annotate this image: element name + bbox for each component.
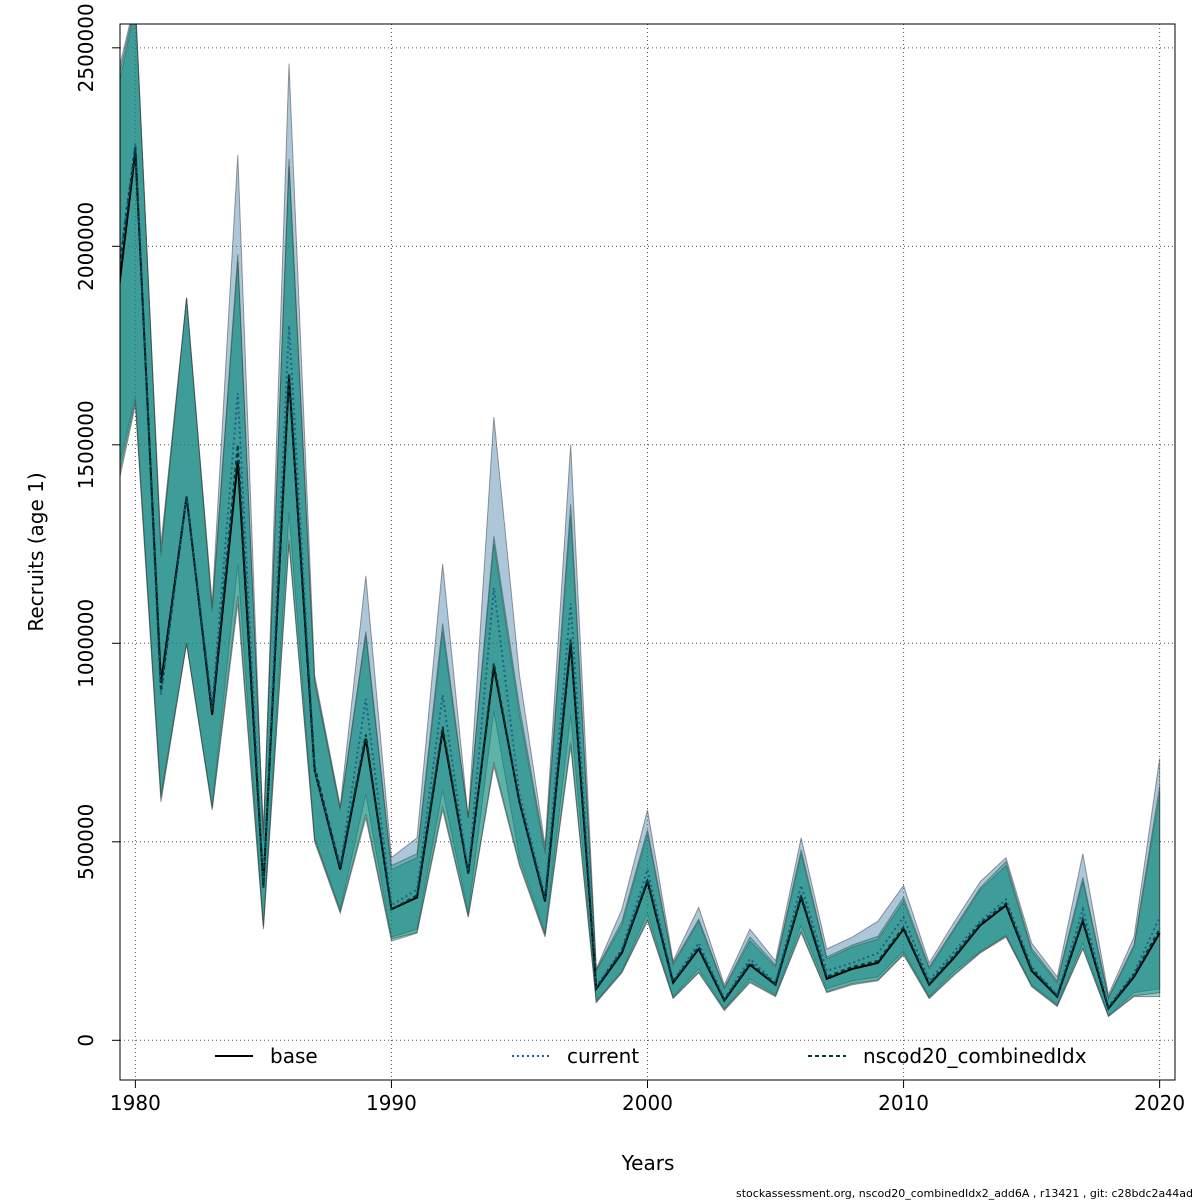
x-tick-label: 2020 [1134,1091,1185,1115]
legend: base current nscod20_combinedIdx [215,1044,1087,1068]
legend-label: base [270,1044,318,1068]
series-line-nscod20-combinedidx [120,146,1161,1010]
y-axis: 0 500000 1000000 1500000 2000000 2500000 [74,3,120,1047]
footer-caption: stockassessment.org, nscod20_combinedIdx… [736,1187,1193,1200]
y-tick-label: 1000000 [74,599,98,688]
x-tick-label: 2000 [622,1091,673,1115]
y-tick-label: 2500000 [74,3,98,92]
x-axis-title: Years [621,1151,675,1175]
x-tick-label: 1990 [366,1091,417,1115]
legend-label: current [567,1044,639,1068]
y-axis-title: Recruits (age 1) [24,472,48,631]
y-tick-label: 1500000 [74,400,98,489]
y-tick-label: 2000000 [74,202,98,291]
x-tick-label: 1980 [110,1091,161,1115]
legend-label: nscod20_combinedIdx [863,1044,1087,1068]
y-tick-label: 0 [74,1034,98,1047]
confidence-bands [120,24,1161,1018]
series-lines [120,142,1161,1011]
x-axis: 1980 1990 2000 2010 2020 [110,1080,1185,1115]
y-tick-label: 500000 [74,804,98,880]
x-tick-label: 2010 [878,1091,929,1115]
confidence-band-nscod20-combinedidx [120,24,1161,1017]
